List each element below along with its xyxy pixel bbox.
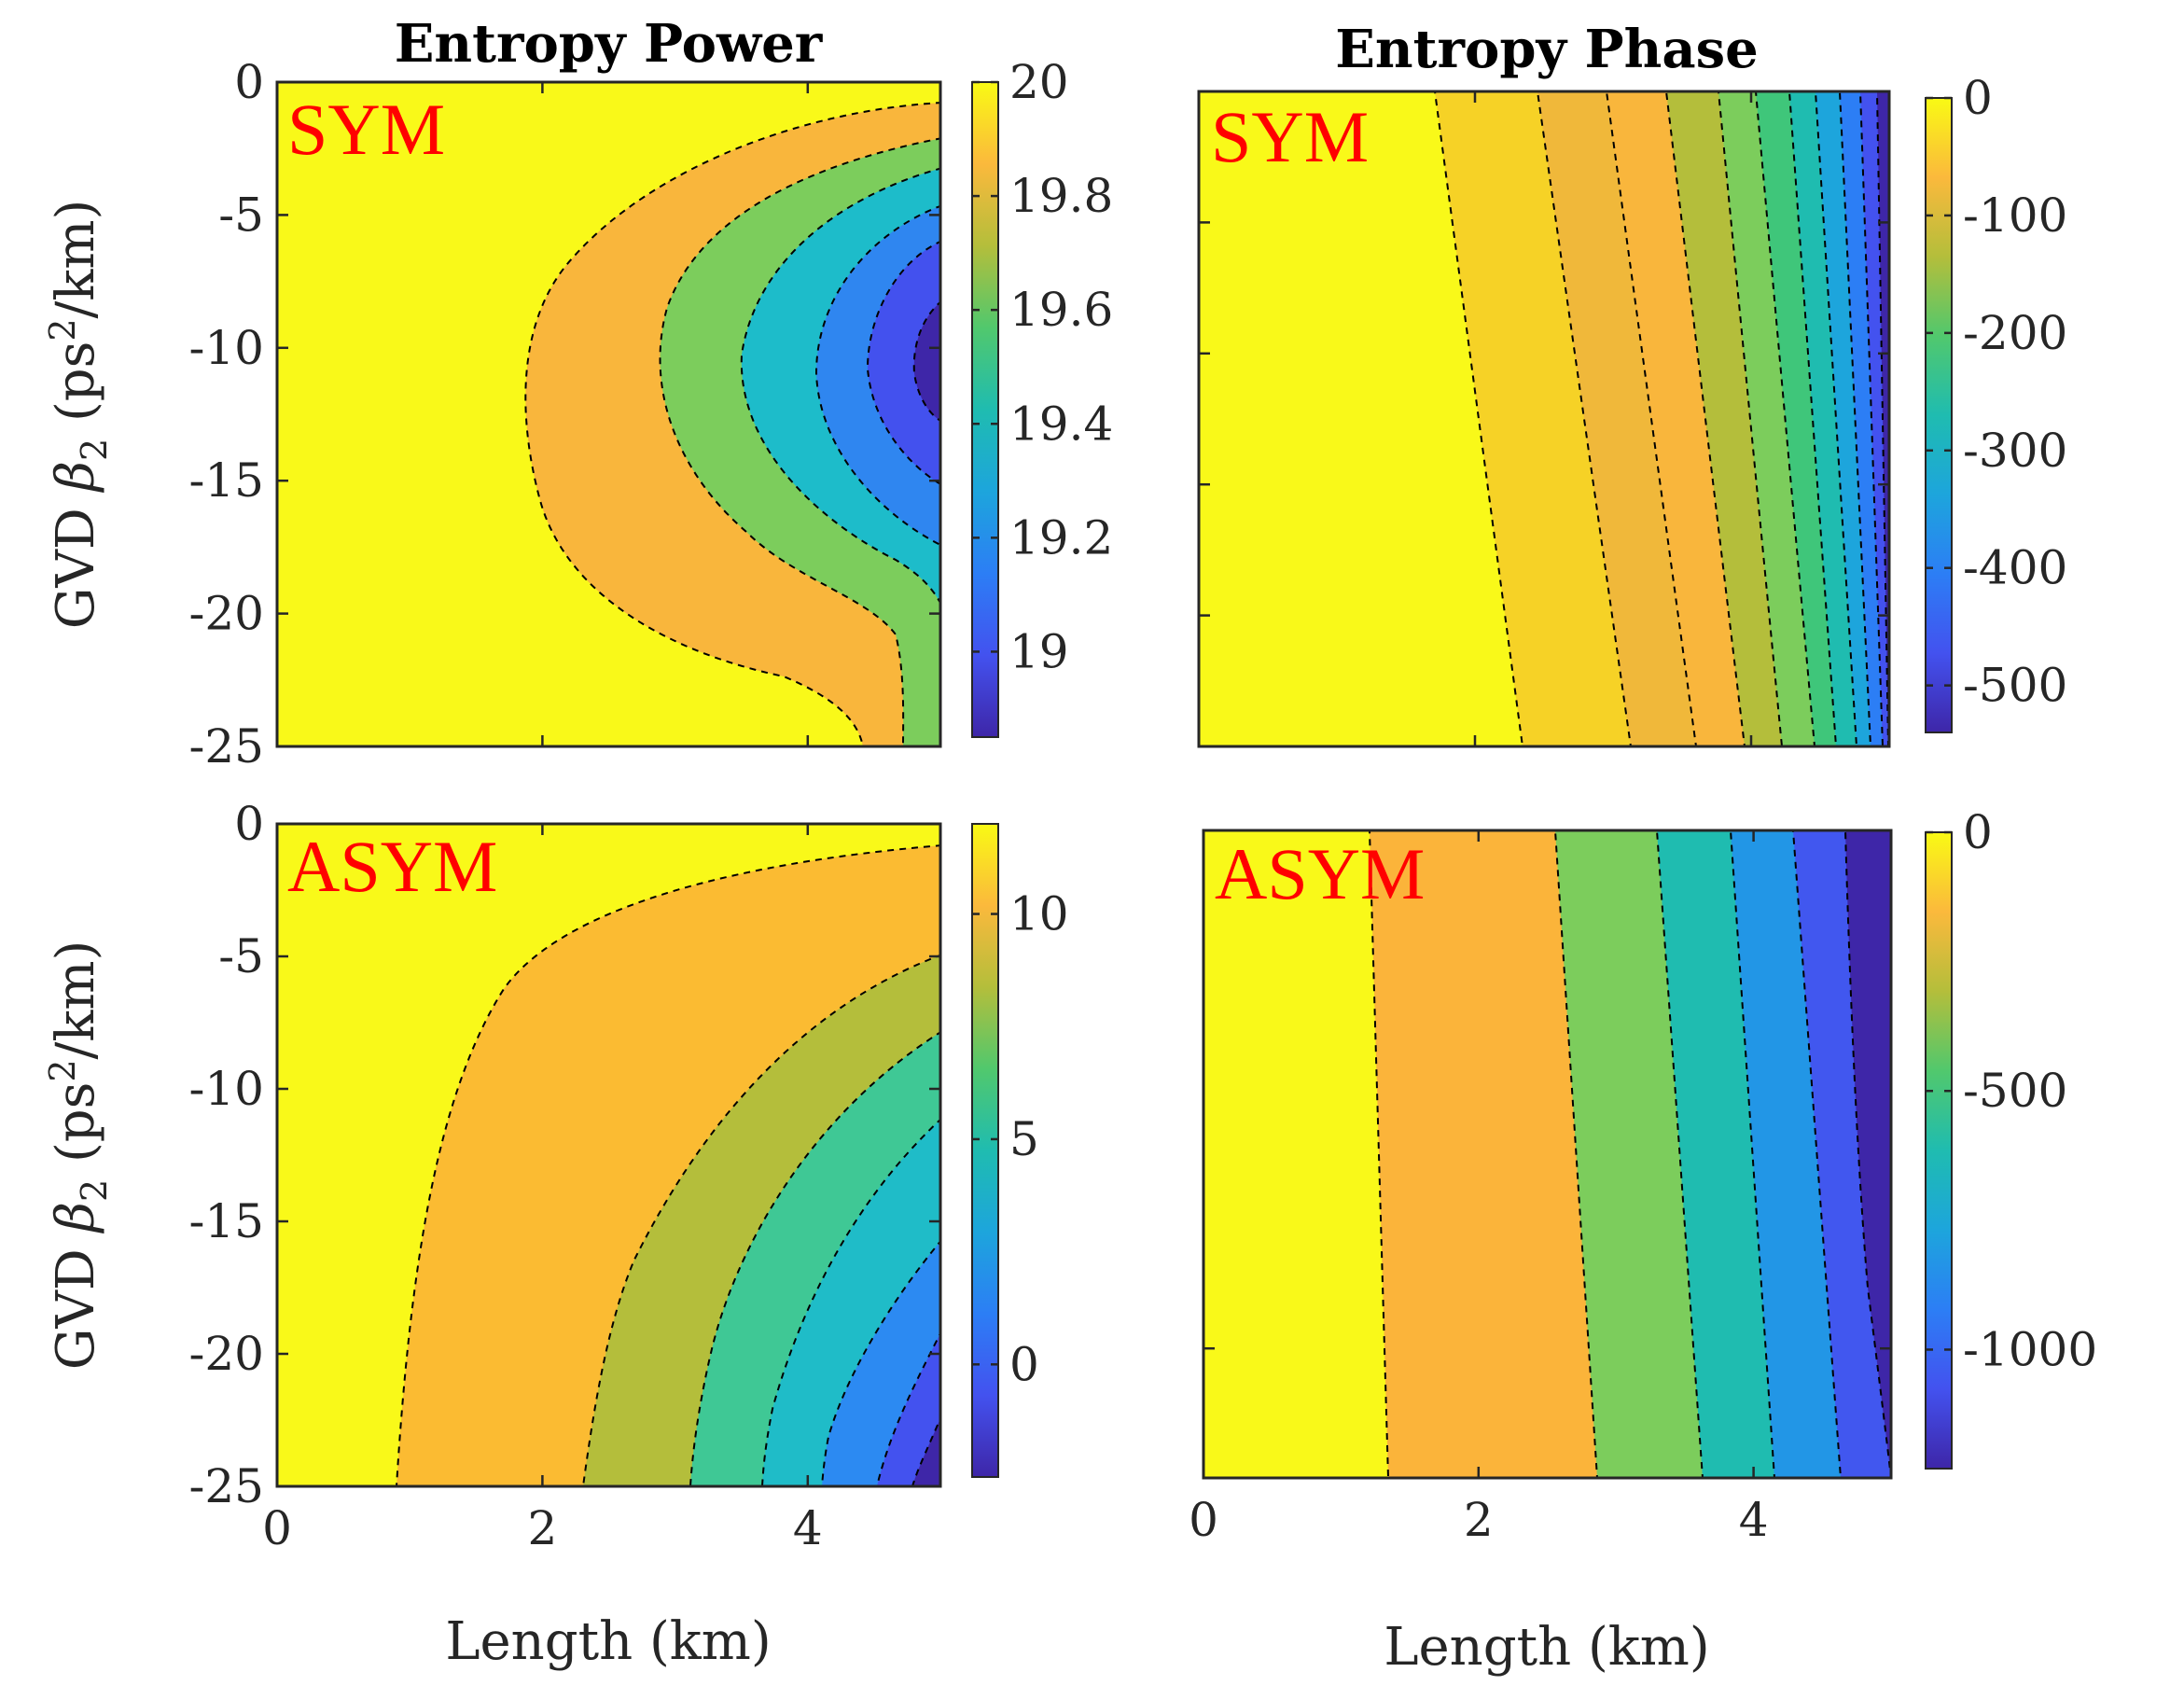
colorbar-tick-label: 0 [1963,71,1993,125]
annotation-label: SYM [1211,96,1369,177]
colorbar-tick-label: 19.6 [1009,283,1113,337]
x-tick-label: 2 [1464,1493,1494,1547]
contour-region-7 [912,300,940,422]
y-tick-label: -5 [218,188,264,242]
colorbar-tick-label: 0 [1963,805,1993,859]
colorbar: 10 5 0 [971,823,1069,1478]
colorbar-gradient [971,823,999,1478]
contour-region-12 [1875,91,1889,746]
colorbar-tick-label: 19.4 [1009,397,1113,451]
colorbar-tick-label: 10 [1009,887,1069,941]
colorbar-tick-label: -300 [1963,424,2067,478]
y-tick-label: -20 [188,587,264,641]
annotation-label: ASYM [1215,833,1425,914]
axes-box [275,80,942,748]
colorbar-tick-label: 19.2 [1009,510,1113,564]
colorbar-tick-label: -500 [1963,659,2067,713]
panel-entropy-power-asym: ASYM 0 2 4 0 -5 -10 -15 -20 -25 Length (km) GVD … [42,797,1069,1672]
colorbar-tick-label: 19.8 [1009,169,1113,223]
y-axis-label-text: GVD β2 (ps2/km) [42,941,115,1371]
colorbar-tick-label: 0 [1009,1337,1039,1391]
colorbar-ticks: 0 -500 -1000 [1926,805,2097,1376]
x-axis-label: Length (km) [445,1611,771,1672]
x-tick-label: 2 [527,1501,557,1555]
colorbar-gradient [1925,97,1953,733]
axis-ticks: 0 -5 -10 -15 -20 -25 [188,55,940,773]
colorbar-ticks: 0 -100 -200 -300 -400 -500 [1926,71,2067,713]
colorbar-tick-label: 5 [1009,1112,1039,1166]
y-tick-label: -10 [188,1062,264,1116]
axes-box [275,822,942,1488]
colorbar: 20 19.8 19.6 19.4 19.2 19 [971,55,1113,738]
x-tick-label: 0 [1189,1493,1218,1547]
colorbar: 0 -500 -1000 [1925,805,2097,1470]
chart-title: Entropy Phase [1335,19,1759,80]
colorbar-ticks: 10 5 0 [972,887,1069,1391]
x-tick-label: 4 [793,1501,823,1555]
axis-ticks: 0 2 4 [1189,830,1891,1547]
y-axis-label-text: GVD β2 (ps2/km) [42,200,115,630]
colorbar-tick-label: -100 [1963,188,2067,243]
colorbar-tick-label: -200 [1963,306,2067,360]
x-tick-label: 4 [1739,1493,1769,1547]
annotation-label: SYM [287,89,445,170]
colorbar-gradient [971,81,999,738]
colorbar-tick-label: -1000 [1963,1322,2097,1376]
y-tick-label: -15 [188,1194,264,1248]
annotation-label: ASYM [287,826,497,907]
axes-box [1202,829,1893,1480]
x-axis-label: Length (km) [1384,1617,1709,1678]
colorbar-tick-label: 19 [1009,624,1069,678]
contour-fill [277,824,940,1486]
axis-ticks [1197,91,1889,746]
y-tick-label: -10 [188,321,264,375]
y-tick-label: -25 [188,1459,264,1513]
colorbar-gradient [1925,831,1953,1470]
y-tick-label: 0 [234,797,264,851]
colorbar-tick-label: -500 [1963,1064,2067,1118]
panel-entropy-phase-asym: ASYM 0 2 4 Length (km) 0 -500 -1000 [1189,805,2097,1678]
contour-fill [1199,91,1889,746]
x-tick-label: 0 [262,1501,292,1555]
y-tick-label: -25 [188,719,264,773]
contour-region-6 [866,240,940,485]
y-axis-label: GVD β2 (ps2/km) [42,200,115,630]
y-tick-label: 0 [234,55,264,109]
y-tick-label: -5 [218,929,264,983]
colorbar-tick-label: 20 [1009,55,1069,109]
axis-ticks: 0 2 4 0 -5 -10 -15 -20 -25 [188,797,940,1555]
panel-entropy-power-sym: SYM Entropy Power 0 -5 -10 -15 -20 -25 GVD β2… [42,13,1113,773]
colorbar-tick-label: -400 [1963,541,2067,595]
y-axis-label: GVD β2 (ps2/km) [42,941,115,1371]
y-tick-label: -15 [188,453,264,508]
colorbar-ticks: 20 19.8 19.6 19.4 19.2 19 [972,55,1113,678]
chart-title: Entropy Power [395,13,824,75]
colorbar: 0 -100 -200 -300 -400 -500 [1925,71,2067,733]
contour-fill [1203,830,1891,1478]
panel-entropy-phase-sym: SYM Entropy Phase 0 -100 -200 -300 -400 -500 [1197,19,2067,748]
contour-fill [277,82,940,746]
axes-box [1197,90,1891,748]
y-tick-label: -20 [188,1327,264,1381]
contour-region-7 [1843,830,1891,1478]
